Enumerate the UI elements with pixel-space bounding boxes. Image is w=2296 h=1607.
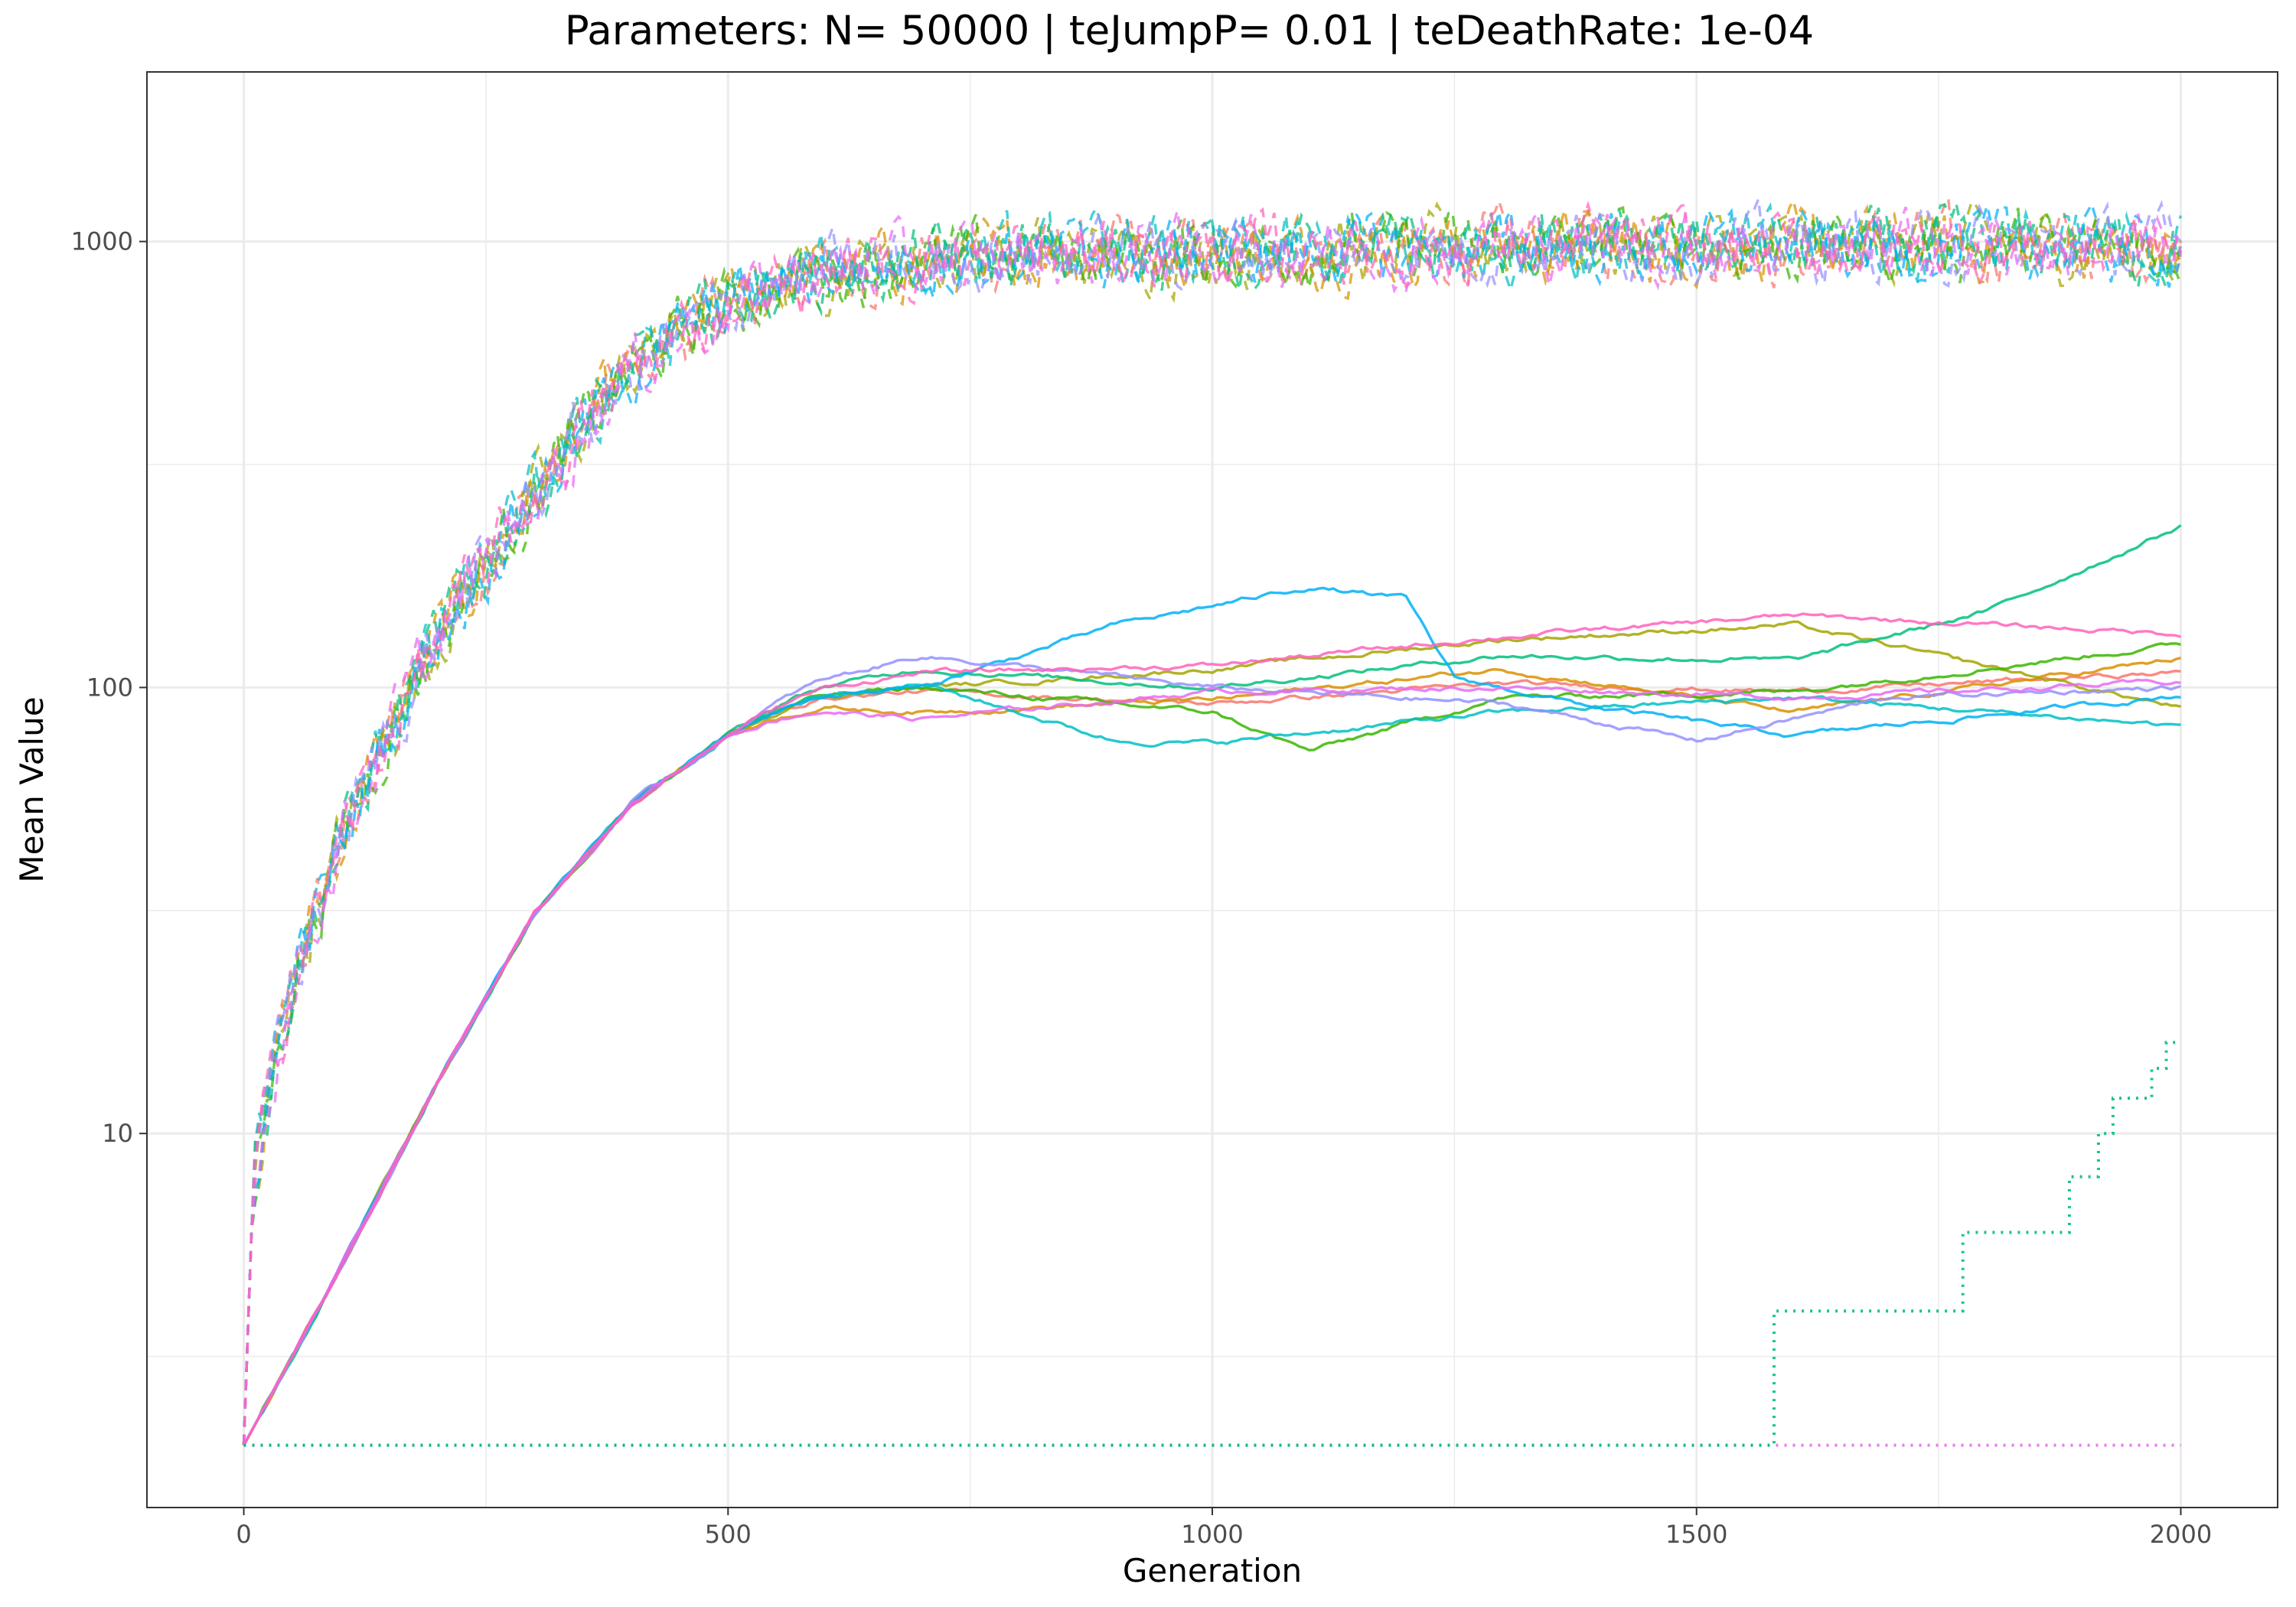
dotted-series-line [243,1041,2177,1447]
x-tick-label: 2000 [2150,1520,2212,1549]
x-tick-label: 0 [236,1520,251,1549]
x-tick-label: 1000 [1181,1520,1243,1549]
dashed-series-line [242,200,2183,1446]
dashed-series-line [242,202,2183,1446]
solid-series-line [243,612,2181,1446]
chart-title: Parameters: N= 50000 | teJumpP= 0.01 | t… [565,8,1815,54]
ticks: 0 500 1000 1500 2000 10 100 1000 [71,227,2213,1549]
y-tick-label: 100 [86,673,133,702]
series-layer [242,194,2183,1447]
y-axis-title: Mean Value [13,696,51,882]
x-axis-title: Generation [1123,1552,1302,1589]
y-tick-label: 1000 [71,227,133,256]
dashed-series-line [242,198,2182,1446]
x-tick-label: 1500 [1665,1520,1727,1549]
x-tick-label: 500 [705,1520,752,1549]
y-tick-label: 10 [102,1119,133,1148]
dashed-series-line [242,199,2183,1446]
dashed-series-line [242,200,2183,1446]
